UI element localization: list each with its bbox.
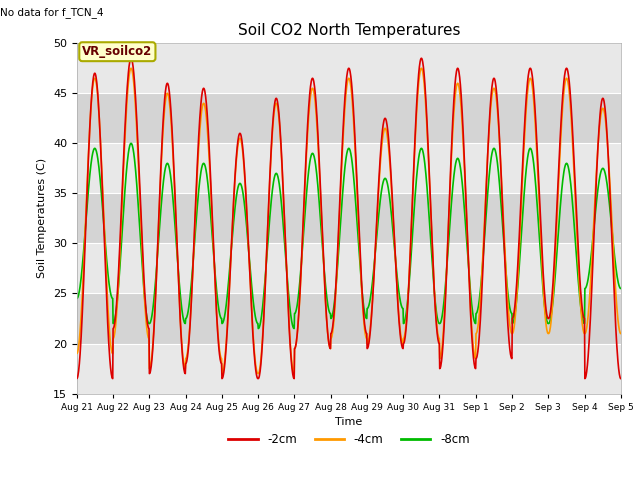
Text: VR_soilco2: VR_soilco2 <box>82 45 152 58</box>
Y-axis label: Soil Temperatures (C): Soil Temperatures (C) <box>37 158 47 278</box>
Title: Soil CO2 North Temperatures: Soil CO2 North Temperatures <box>237 23 460 38</box>
X-axis label: Time: Time <box>335 417 362 427</box>
Legend: -2cm, -4cm, -8cm: -2cm, -4cm, -8cm <box>223 428 474 451</box>
Bar <box>77 193 621 243</box>
Text: No data for f_TCN_4: No data for f_TCN_4 <box>1 7 104 18</box>
Bar <box>77 93 621 144</box>
Bar <box>77 293 621 344</box>
